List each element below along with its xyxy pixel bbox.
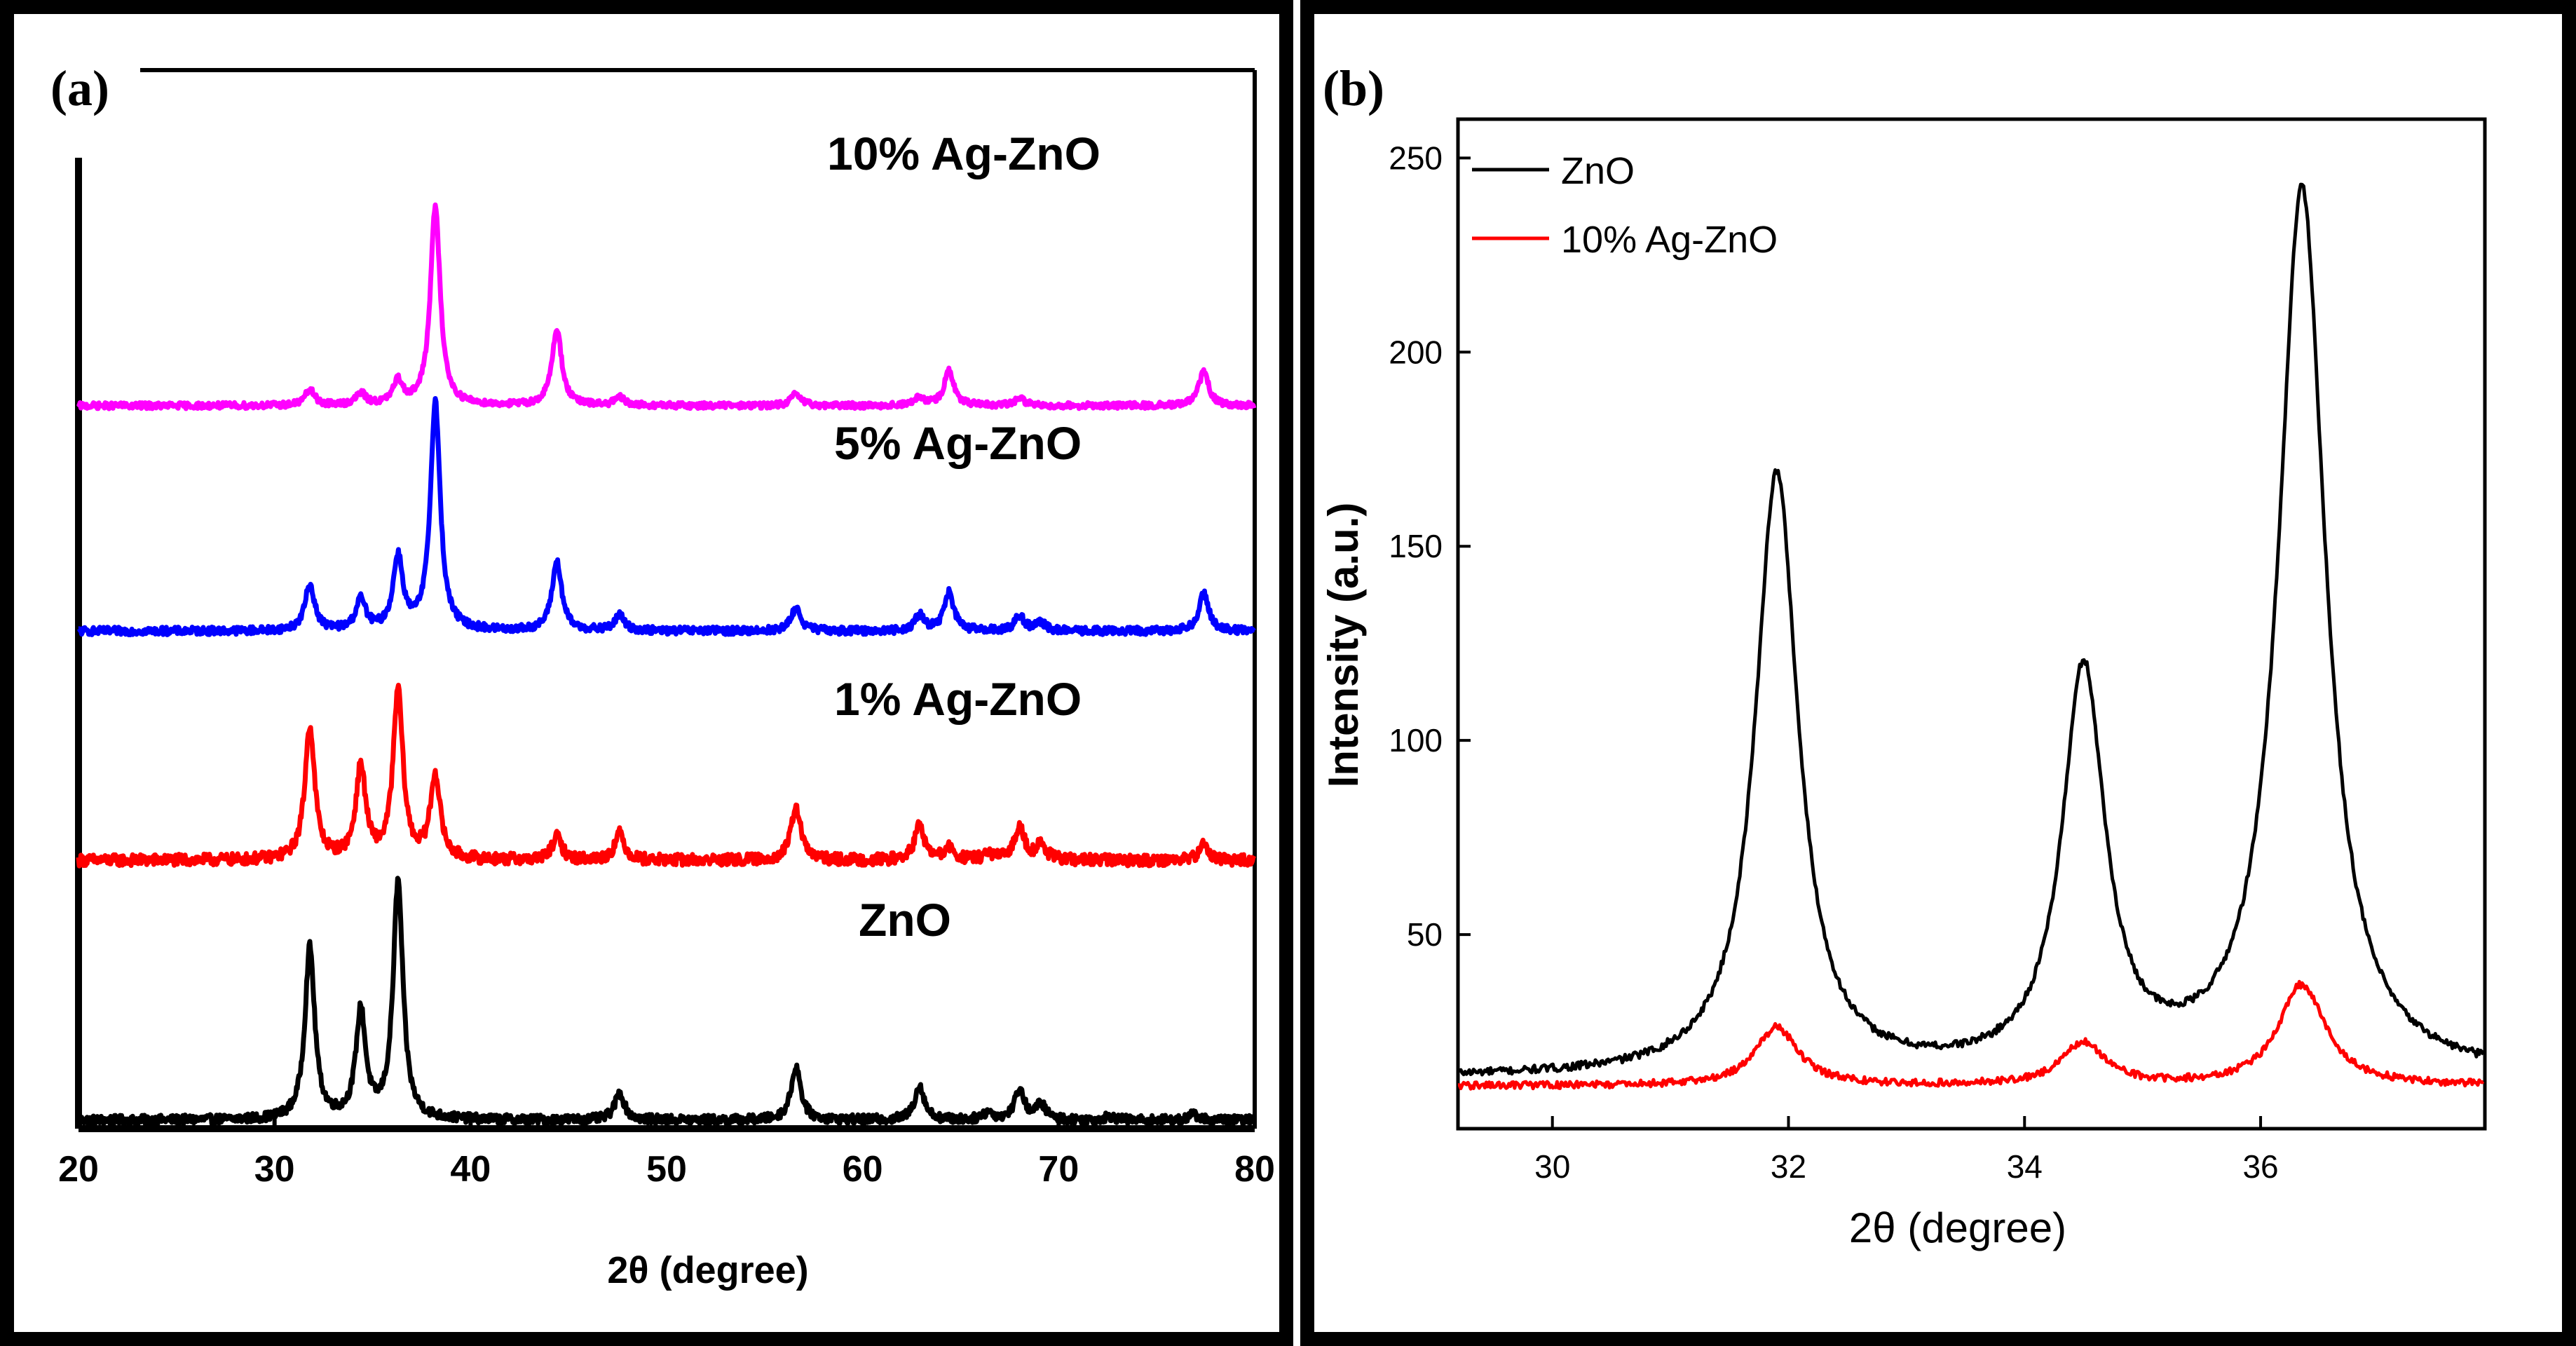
- y-tick-label-b-200: 200: [1389, 334, 1443, 370]
- x-tick-label-a-20: 20: [58, 1149, 99, 1190]
- x-axis-label-a: 2θ (degree): [607, 1249, 808, 1291]
- x-tick-label-a-50: 50: [646, 1149, 687, 1190]
- annotation-zno: ZnO: [859, 894, 951, 946]
- x-tick-label-b-34: 34: [2007, 1148, 2043, 1185]
- y-tick-label-b-150: 150: [1389, 528, 1443, 564]
- x-tick-label-b-30: 30: [1534, 1148, 1570, 1185]
- annotation-5pct-ag-zno: 5% Ag-ZnO: [834, 417, 1082, 469]
- axes-a: [75, 68, 1257, 1132]
- series-b: [1457, 182, 2486, 1091]
- series-line-10pct-ag-zno: [76, 202, 1257, 412]
- y-tick-label-b-100: 100: [1389, 722, 1443, 759]
- y-tick-label-b-250: 250: [1389, 140, 1443, 176]
- xrd-chart-a: (a) 20 30 40 50 60 70 80 10% Ag-ZnO 5% Ag-ZnO …: [50, 60, 1275, 1291]
- x-tick-label-a-40: 40: [450, 1149, 491, 1190]
- annotation-1pct-ag-zno: 1% Ag-ZnO: [834, 673, 1082, 725]
- y-tick-label-b-50: 50: [1407, 916, 1443, 953]
- series-a: [76, 202, 1257, 1127]
- panel-label-a: (a): [50, 60, 109, 116]
- annotation-10pct-ag-zno: 10% Ag-ZnO: [827, 128, 1100, 179]
- x-axis-label-b: 2θ (degree): [1849, 1204, 2066, 1251]
- x-ticks-b: 30 32 34 36: [1534, 1116, 2279, 1185]
- legend-label-10pct-ag-zno: 10% Ag-ZnO: [1561, 219, 1778, 261]
- panel-a-frame: [0, 0, 1293, 1346]
- series-line-zno: [76, 876, 1257, 1127]
- x-tick-label-a-60: 60: [843, 1149, 883, 1190]
- series-line-5pct-ag-zno: [76, 396, 1256, 637]
- x-tick-label-a-70: 70: [1038, 1149, 1079, 1190]
- x-tick-label-b-36: 36: [2242, 1148, 2278, 1185]
- panel-label-b: (b): [1323, 60, 1384, 116]
- axes-b: [1456, 117, 2487, 1131]
- series-line-1pct-ag-zno: [76, 682, 1257, 869]
- y-axis-label-b: Intensity (a.u.): [1320, 503, 1367, 788]
- x-tick-label-a-80: 80: [1234, 1149, 1275, 1190]
- panel-b-frame: [1300, 0, 2576, 1346]
- series-line-b-zno: [1457, 182, 2486, 1077]
- x-tick-label-a-30: 30: [254, 1149, 295, 1190]
- legend-label-zno: ZnO: [1561, 150, 1635, 192]
- plot-frame-b: [1456, 117, 2487, 1131]
- legend-b: ZnO 10% Ag-ZnO: [1472, 150, 1778, 261]
- x-tick-label-b-32: 32: [1771, 1148, 1806, 1185]
- series-line-b-10pct-ag-zno: [1457, 979, 2485, 1091]
- y-ticks-b: 50 100 150 200 250: [1389, 140, 1471, 953]
- xrd-chart-b: (b) 30 32 34 36 50 100 150 200 250 ZnO 10% Ag-Z…: [1320, 60, 2487, 1251]
